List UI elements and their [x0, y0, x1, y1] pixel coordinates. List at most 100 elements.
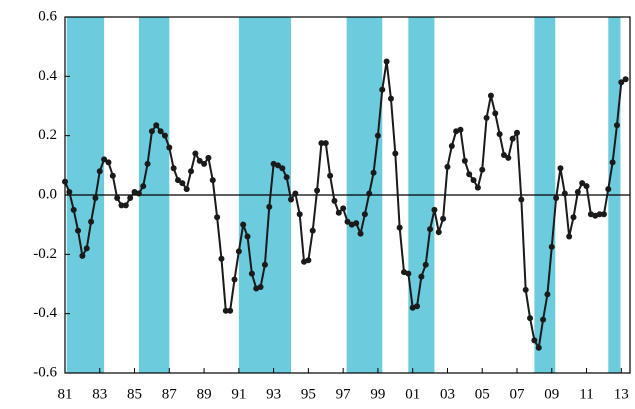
y-tick-label: 0.0: [38, 186, 57, 202]
data-point: [479, 166, 486, 173]
y-tick-label: -0.6: [33, 364, 57, 380]
data-point: [292, 190, 299, 197]
data-point: [427, 226, 434, 233]
data-point: [274, 162, 281, 169]
data-point: [257, 283, 264, 290]
data-point: [127, 194, 134, 201]
data-point: [118, 202, 125, 209]
data-point: [544, 291, 551, 298]
data-point: [314, 187, 321, 194]
data-point: [431, 206, 438, 213]
data-point: [531, 337, 538, 344]
data-point: [79, 252, 86, 259]
x-tick-label: 99: [370, 386, 385, 402]
data-point: [166, 144, 173, 151]
data-point: [461, 157, 468, 164]
data-point: [357, 230, 364, 237]
data-point: [240, 221, 247, 228]
x-tick-label: 11: [579, 386, 593, 402]
x-tick-label: 85: [127, 386, 142, 402]
data-point: [135, 190, 142, 197]
data-point: [496, 131, 503, 138]
data-point: [109, 172, 116, 179]
data-point: [492, 110, 499, 117]
data-point: [140, 183, 147, 190]
data-point: [379, 86, 386, 93]
data-point: [179, 180, 186, 187]
x-tick-label: 07: [510, 386, 526, 402]
data-point: [440, 215, 447, 222]
data-point: [209, 177, 216, 184]
data-point: [622, 76, 629, 83]
data-point: [557, 165, 564, 172]
data-point: [566, 233, 573, 240]
data-point: [322, 140, 329, 147]
data-point: [340, 205, 347, 212]
data-point: [244, 233, 251, 240]
data-point: [374, 132, 381, 139]
data-point: [188, 168, 195, 175]
y-tick-label: -0.4: [33, 305, 57, 321]
data-point: [487, 92, 494, 99]
data-point: [527, 315, 534, 322]
data-point: [422, 261, 429, 268]
data-point: [248, 270, 255, 277]
x-tick-label: 09: [544, 386, 559, 402]
data-point: [222, 307, 229, 314]
data-point: [101, 156, 108, 163]
x-tick-label: 03: [440, 386, 455, 402]
data-point: [92, 194, 99, 201]
x-tick-label: 83: [92, 386, 107, 402]
data-point: [353, 220, 360, 227]
data-point: [596, 211, 603, 218]
data-point: [414, 303, 421, 310]
data-point: [70, 206, 77, 213]
data-point: [570, 214, 577, 221]
data-point: [218, 255, 225, 262]
data-point: [83, 245, 90, 252]
data-point: [96, 168, 103, 175]
data-point: [161, 132, 168, 139]
data-point: [405, 270, 412, 277]
data-point: [444, 163, 451, 170]
y-tick-label: -0.2: [33, 246, 57, 262]
data-point: [227, 307, 234, 314]
data-point: [613, 122, 620, 129]
data-point: [518, 196, 525, 203]
y-tick-label: 0.6: [38, 8, 57, 24]
data-point: [457, 126, 464, 133]
data-point: [296, 211, 303, 218]
data-point: [605, 186, 612, 193]
data-point: [522, 286, 529, 293]
data-point: [201, 160, 208, 167]
data-point: [505, 154, 512, 161]
data-point: [305, 257, 312, 264]
data-point: [331, 197, 338, 204]
data-point: [144, 160, 151, 167]
data-point: [509, 135, 516, 142]
data-point: [466, 171, 473, 178]
data-point: [157, 128, 164, 135]
x-tick-label: 13: [614, 386, 629, 402]
data-point: [261, 261, 268, 268]
data-point: [609, 159, 616, 166]
data-point: [235, 248, 242, 255]
data-point: [309, 227, 316, 234]
data-point: [483, 114, 490, 121]
data-point: [553, 194, 560, 201]
data-point: [183, 186, 190, 193]
data-point: [344, 218, 351, 225]
x-tick-label: 81: [58, 386, 73, 402]
data-point: [153, 122, 160, 129]
data-point: [548, 243, 555, 250]
data-point: [600, 211, 607, 218]
data-point: [366, 190, 373, 197]
data-line: [64, 61, 627, 351]
data-point: [214, 214, 221, 221]
x-tick-label: 87: [162, 386, 178, 402]
data-point: [88, 218, 95, 225]
data-point: [392, 150, 399, 157]
data-point: [105, 159, 112, 166]
data-point: [288, 196, 294, 203]
